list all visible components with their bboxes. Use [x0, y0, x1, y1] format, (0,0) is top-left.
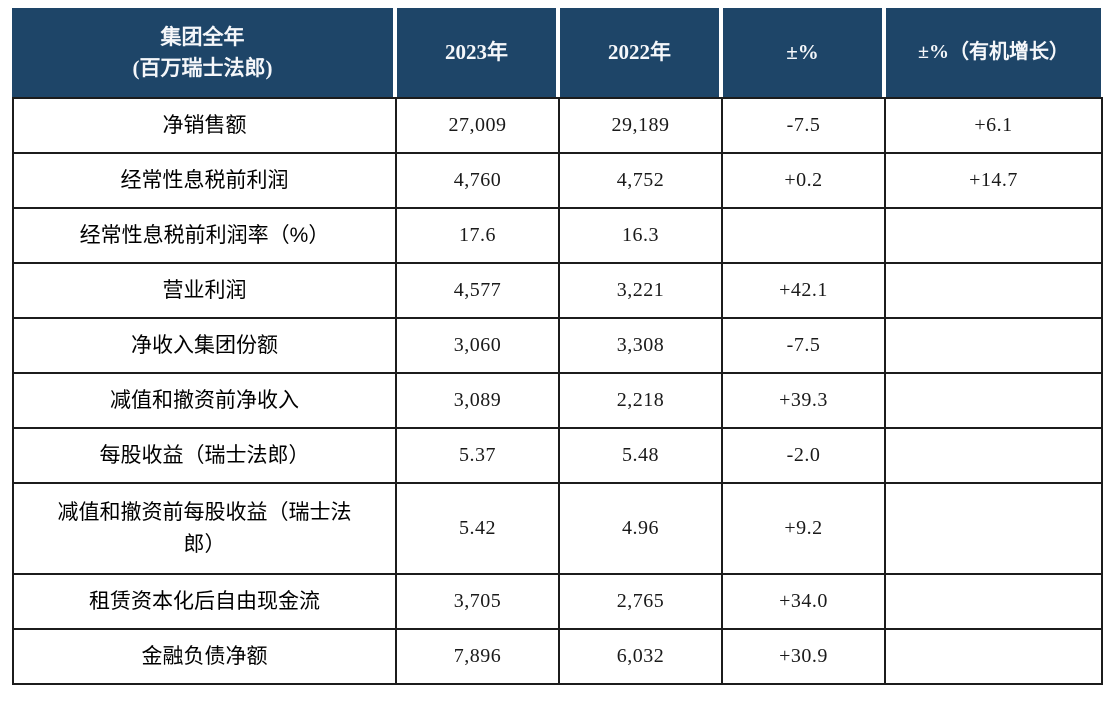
pct-organic-cell: [884, 207, 1103, 264]
pct-organic-cell: [884, 317, 1103, 374]
header-cell-pct-change: ±%: [723, 8, 882, 97]
value-2023-cell: 5.42: [395, 482, 560, 575]
value-2022-cell: 16.3: [558, 207, 723, 264]
row-label-cell: 金融负债净额: [12, 628, 397, 685]
value-2023-cell: 5.37: [395, 427, 560, 484]
pct-change-cell: +34.0: [721, 573, 886, 630]
table-body: 净销售额 27,009 29,189 -7.5 +6.1 经常性息税前利润 4,…: [12, 97, 1103, 685]
header-pct-label: ±%: [786, 40, 819, 65]
pct-change-cell: +39.3: [721, 372, 886, 429]
header-title-line2: (百万瑞士法郎): [132, 55, 273, 80]
header-title-line1: 集团全年: [160, 25, 245, 50]
pct-organic-cell: [884, 262, 1103, 319]
pct-change-cell: +42.1: [721, 262, 886, 319]
header-cell-2023: 2023年: [397, 8, 556, 97]
pct-organic-cell: +14.7: [884, 152, 1103, 209]
table-row: 减值和撤资前净收入 3,089 2,218 +39.3: [12, 372, 1103, 429]
header-cell-pct-organic: ±%（有机增长）: [886, 8, 1101, 97]
financial-results-table: 集团全年 (百万瑞士法郎) 2023年 2022年 ±% ±%（有机增长） 净销…: [12, 8, 1103, 685]
table-row: 租赁资本化后自由现金流 3,705 2,765 +34.0: [12, 573, 1103, 630]
table-row: 经常性息税前利润 4,760 4,752 +0.2 +14.7: [12, 152, 1103, 209]
pct-organic-cell: [884, 573, 1103, 630]
row-label-cell: 租赁资本化后自由现金流: [12, 573, 397, 630]
value-2022-cell: 4,752: [558, 152, 723, 209]
value-2023-cell: 4,577: [395, 262, 560, 319]
pct-organic-cell: +6.1: [884, 97, 1103, 154]
value-2022-cell: 3,221: [558, 262, 723, 319]
pct-organic-cell: [884, 427, 1103, 484]
value-2023-cell: 7,896: [395, 628, 560, 685]
row-label-cell: 经常性息税前利润率（%）: [12, 207, 397, 264]
pct-organic-cell: [884, 372, 1103, 429]
pct-change-cell: [721, 207, 886, 264]
table-row: 净收入集团份额 3,060 3,308 -7.5: [12, 317, 1103, 374]
value-2023-cell: 3,060: [395, 317, 560, 374]
value-2022-cell: 6,032: [558, 628, 723, 685]
header-2023-label: 2023年: [445, 40, 508, 65]
row-label-cell: 净收入集团份额: [12, 317, 397, 374]
header-cell-group-title: 集团全年 (百万瑞士法郎): [12, 8, 393, 97]
value-2022-cell: 2,218: [558, 372, 723, 429]
row-label-cell: 减值和撤资前净收入: [12, 372, 397, 429]
pct-change-cell: +30.9: [721, 628, 886, 685]
value-2023-cell: 3,089: [395, 372, 560, 429]
table-header-row: 集团全年 (百万瑞士法郎) 2023年 2022年 ±% ±%（有机增长）: [12, 8, 1101, 97]
value-2023-cell: 17.6: [395, 207, 560, 264]
table-row: 经常性息税前利润率（%） 17.6 16.3: [12, 207, 1103, 264]
table-row: 金融负债净额 7,896 6,032 +30.9: [12, 628, 1103, 685]
value-2022-cell: 3,308: [558, 317, 723, 374]
row-label-cell: 净销售额: [12, 97, 397, 154]
row-label-cell: 营业利润: [12, 262, 397, 319]
row-label-cell: 经常性息税前利润: [12, 152, 397, 209]
value-2022-cell: 5.48: [558, 427, 723, 484]
value-2023-cell: 3,705: [395, 573, 560, 630]
row-label-cell: 减值和撤资前每股收益（瑞士法郎）: [12, 482, 397, 575]
header-2022-label: 2022年: [608, 40, 671, 65]
value-2022-cell: 4.96: [558, 482, 723, 575]
value-2023-cell: 27,009: [395, 97, 560, 154]
table-row: 营业利润 4,577 3,221 +42.1: [12, 262, 1103, 319]
pct-change-cell: -7.5: [721, 97, 886, 154]
table-row: 减值和撤资前每股收益（瑞士法郎） 5.42 4.96 +9.2: [12, 482, 1103, 575]
pct-organic-cell: [884, 628, 1103, 685]
pct-organic-cell: [884, 482, 1103, 575]
row-label-cell: 每股收益（瑞士法郎）: [12, 427, 397, 484]
value-2022-cell: 29,189: [558, 97, 723, 154]
pct-change-cell: +0.2: [721, 152, 886, 209]
pct-change-cell: +9.2: [721, 482, 886, 575]
table-row: 每股收益（瑞士法郎） 5.37 5.48 -2.0: [12, 427, 1103, 484]
pct-change-cell: -2.0: [721, 427, 886, 484]
value-2022-cell: 2,765: [558, 573, 723, 630]
table-row: 净销售额 27,009 29,189 -7.5 +6.1: [12, 97, 1103, 154]
value-2023-cell: 4,760: [395, 152, 560, 209]
header-cell-2022: 2022年: [560, 8, 719, 97]
pct-change-cell: -7.5: [721, 317, 886, 374]
header-pct-organic-label: ±%（有机增长）: [918, 41, 1069, 63]
